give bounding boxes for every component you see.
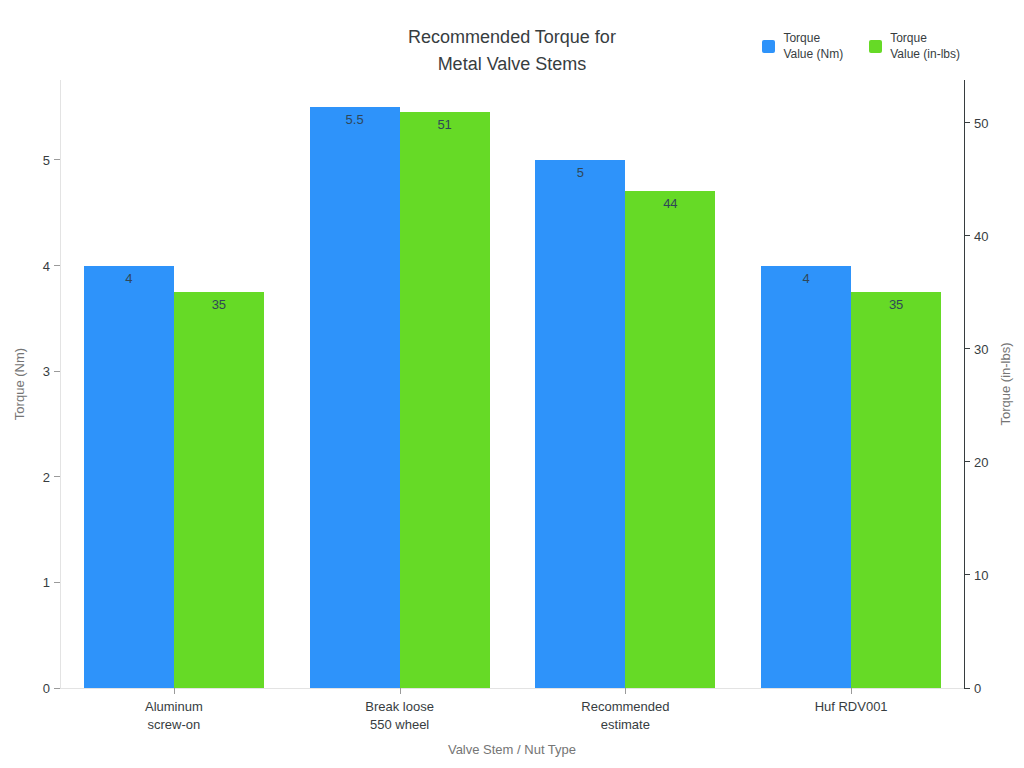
x-category-label-0: Aluminumscrew-on	[84, 698, 264, 734]
y-tick-mark-left	[54, 688, 60, 689]
legend-label-inlbs-line2: Value (in-lbs)	[890, 46, 960, 62]
bar-value-label: 4	[84, 271, 174, 286]
bar-nm-0[interactable]: 4	[84, 266, 174, 688]
bar-inlbs-1[interactable]: 51	[400, 112, 490, 688]
legend-label-nm-line1: Torque	[783, 30, 843, 46]
legend-marker-inlbs-icon	[869, 40, 882, 53]
bar-value-label: 5	[535, 165, 625, 180]
y-tick-label-left: 2	[43, 469, 50, 484]
y-tick-mark-left	[54, 476, 60, 477]
y-tick-label-right: 30	[974, 341, 988, 356]
legend-item-nm[interactable]: Torque Value (Nm)	[762, 30, 843, 62]
legend-item-inlbs[interactable]: Torque Value (in-lbs)	[869, 30, 960, 62]
bar-value-label: 35	[174, 297, 264, 312]
legend-label-inlbs-line1: Torque	[890, 30, 960, 46]
y-tick-label-right: 0	[974, 681, 981, 696]
legend-label-nm: Torque Value (Nm)	[783, 30, 843, 62]
y-tick-mark-left	[54, 371, 60, 372]
y-tick-label-right: 10	[974, 567, 988, 582]
bar-value-label: 51	[400, 117, 490, 132]
x-category-label-line: Break loose	[310, 698, 490, 716]
x-category-label-line: Recommended	[535, 698, 715, 716]
x-axis-title: Valve Stem / Nut Type	[0, 742, 1024, 757]
y-tick-mark-right	[964, 348, 970, 349]
y-tick-label-right: 20	[974, 454, 988, 469]
bar-inlbs-3[interactable]: 35	[851, 292, 941, 688]
x-category-label-2: Recommendedestimate	[535, 698, 715, 734]
chart-canvas: Recommended Torque for Metal Valve Stems…	[0, 0, 1024, 768]
bar-nm-1[interactable]: 5.5	[310, 107, 400, 688]
x-category-label-line: 550 wheel	[310, 716, 490, 734]
x-category-label-1: Break loose550 wheel	[310, 698, 490, 734]
y-tick-mark-left	[54, 265, 60, 266]
y-axis-title-left: Torque (Nm)	[12, 348, 27, 420]
bar-nm-2[interactable]: 5	[535, 160, 625, 688]
legend-label-nm-line2: Value (Nm)	[783, 46, 843, 62]
y-tick-label-left: 3	[43, 364, 50, 379]
y-tick-mark-right	[964, 688, 970, 689]
bar-value-label: 5.5	[310, 112, 400, 127]
bar-inlbs-0[interactable]: 35	[174, 292, 264, 688]
y-tick-mark-right	[964, 574, 970, 575]
bar-value-label: 4	[761, 271, 851, 286]
bar-value-label: 35	[851, 297, 941, 312]
x-tick-mark	[174, 688, 175, 694]
y-tick-label-right: 50	[974, 115, 988, 130]
y-tick-mark-right	[964, 122, 970, 123]
x-tick-mark	[851, 688, 852, 694]
y-tick-label-left: 0	[43, 681, 50, 696]
legend-label-inlbs: Torque Value (in-lbs)	[890, 30, 960, 62]
legend: Torque Value (Nm) Torque Value (in-lbs)	[762, 30, 960, 62]
x-tick-mark	[625, 688, 626, 694]
bar-value-label: 44	[625, 196, 715, 211]
y-tick-mark-right	[964, 235, 970, 236]
y-tick-mark-left	[54, 159, 60, 160]
x-category-label-line: Huf RDV001	[761, 698, 941, 716]
legend-marker-nm-icon	[762, 40, 775, 53]
x-category-label-line: estimate	[535, 716, 715, 734]
y-tick-label-left: 4	[43, 258, 50, 273]
x-category-label-line: screw-on	[84, 716, 264, 734]
bar-inlbs-2[interactable]: 44	[625, 191, 715, 688]
x-category-label-line: Aluminum	[84, 698, 264, 716]
y-tick-label-right: 40	[974, 228, 988, 243]
y-tick-label-left: 1	[43, 575, 50, 590]
x-category-label-3: Huf RDV001	[761, 698, 941, 716]
y-axis-title-right: Torque (in-lbs)	[998, 342, 1013, 425]
plot-area: 435Aluminumscrew-on5.551Break loose550 w…	[60, 80, 965, 689]
y-tick-mark-right	[964, 461, 970, 462]
y-tick-mark-left	[54, 582, 60, 583]
bar-nm-3[interactable]: 4	[761, 266, 851, 688]
x-tick-mark	[400, 688, 401, 694]
y-tick-label-left: 5	[43, 152, 50, 167]
